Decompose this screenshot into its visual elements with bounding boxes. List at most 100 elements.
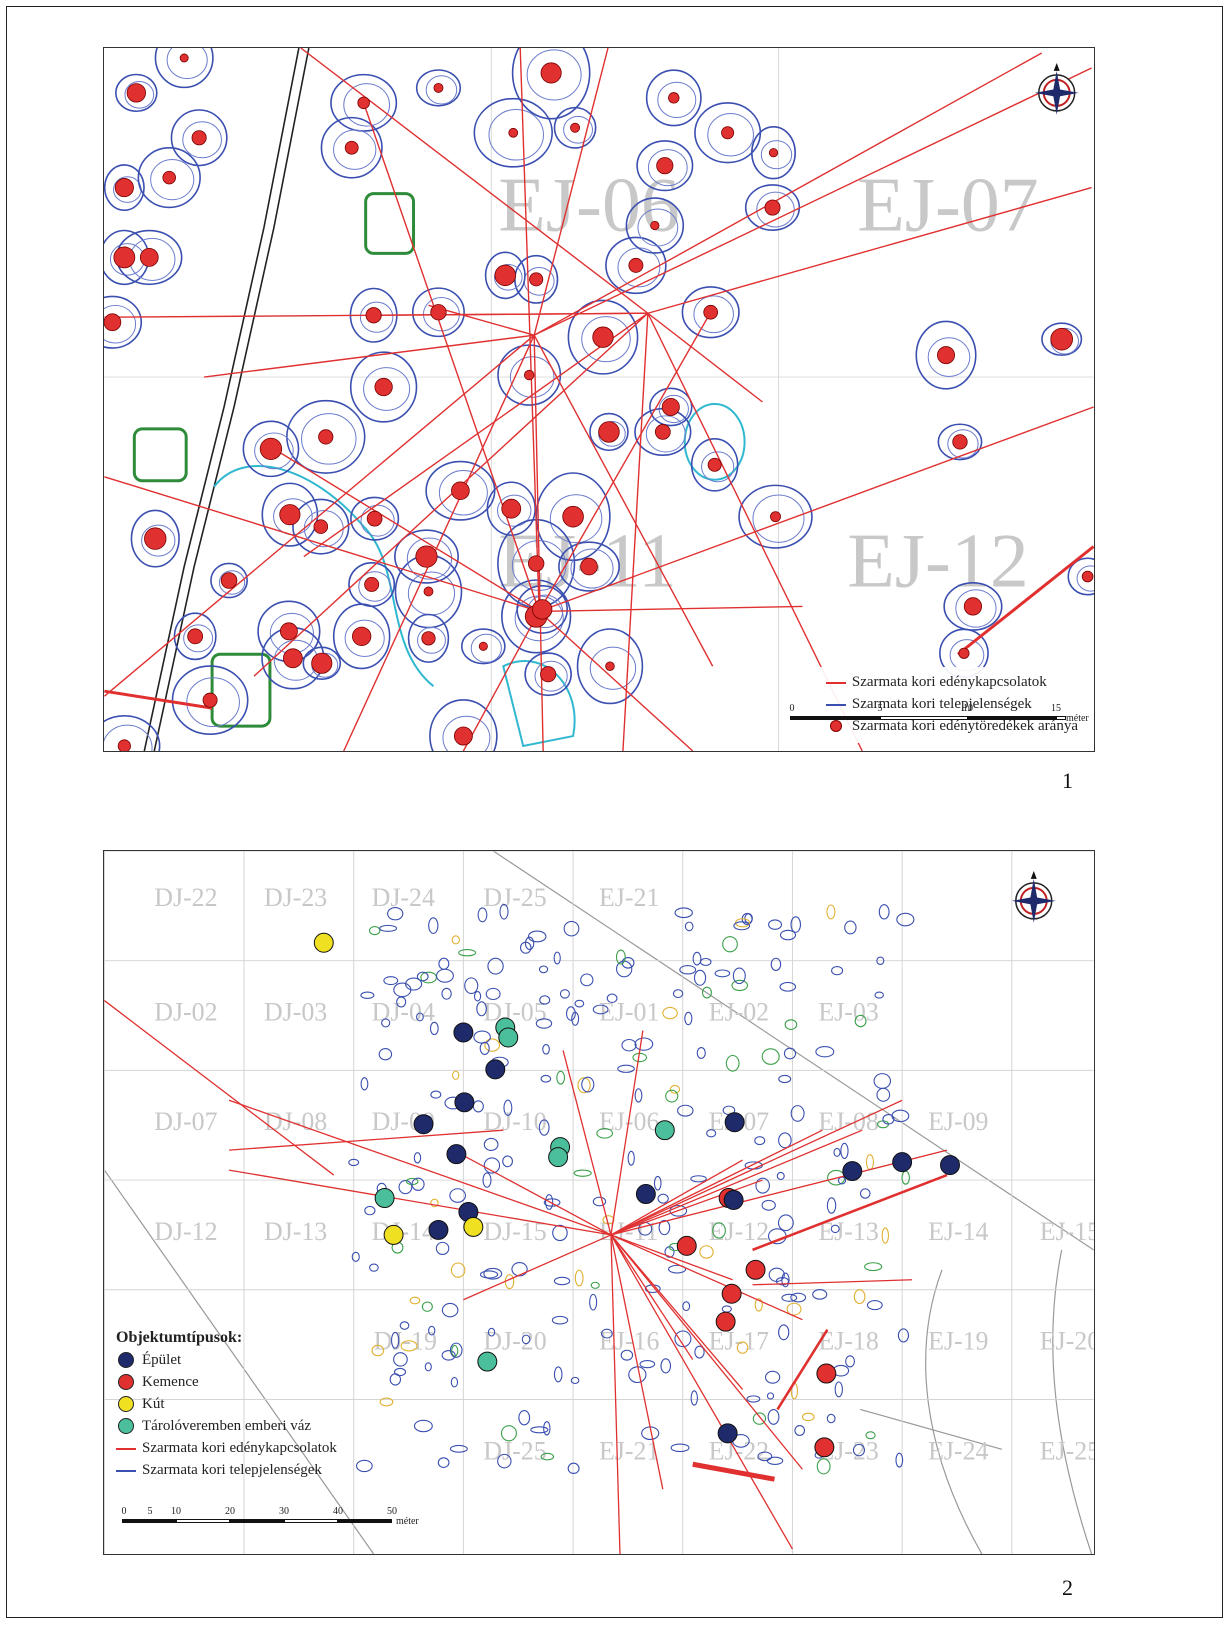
legend-row-settlement-features: Szarmata kori telepjelenségek	[825, 693, 1078, 715]
navy-circle-icon	[116, 1352, 136, 1368]
yellow-circle-icon	[116, 1396, 136, 1412]
grid-label: DJ-25	[483, 1436, 546, 1465]
object-marker	[477, 1351, 498, 1372]
grid-lines	[104, 851, 1094, 1554]
object-marker	[892, 1152, 913, 1173]
red-circle-icon	[116, 1374, 136, 1390]
overview-map-panel[interactable]: DJ-22 DJ-23 DJ-24 DJ-25 EJ-21 DJ-02 DJ-03 DJ-04…	[103, 850, 1095, 1555]
scale-tick-label: 5	[877, 703, 883, 714]
object-marker	[715, 1311, 736, 1332]
object-marker	[498, 1027, 519, 1048]
grid-label-ej-06: EJ-06	[498, 161, 679, 247]
legend-row-kiln: Kemence	[116, 1371, 337, 1393]
grid-label: DJ-14	[372, 1217, 435, 1246]
compass-rose-icon	[1034, 62, 1079, 115]
legend-row-vessel-links: Szarmata kori edénykapcsolatok	[116, 1437, 337, 1459]
object-marker	[413, 1114, 434, 1135]
grid-label: EJ-21	[599, 883, 659, 912]
feature-outlines	[348, 903, 915, 1475]
grid-label: DJ-07	[154, 1107, 217, 1136]
grid-label: EJ-03	[818, 998, 878, 1027]
detail-map-canvas: EJ-06 EJ-07 EJ-11 EJ-12	[104, 48, 1094, 751]
scale-tick-label: 10	[963, 703, 973, 714]
blue-line-icon	[825, 697, 846, 711]
grid-label: EJ-24	[928, 1436, 988, 1465]
object-marker	[842, 1161, 863, 1182]
object-marker	[717, 1423, 738, 1444]
object-marker	[454, 1092, 475, 1113]
scale-tick-label: 10	[171, 1506, 181, 1517]
grid-label-ej-07: EJ-07	[857, 161, 1038, 247]
object-marker	[453, 1022, 474, 1043]
detail-map-panel[interactable]: EJ-06 EJ-07 EJ-11 EJ-12	[103, 47, 1095, 752]
red-dot-icon	[826, 719, 846, 733]
object-marker	[816, 1363, 837, 1384]
scale-bar: 0 5 10 15 méter	[790, 703, 1090, 729]
legend-row-settlement-features: Szarmata kori telepjelenségek	[116, 1459, 337, 1481]
grid-label: EJ-14	[928, 1217, 988, 1246]
grid-label: EJ-15	[1040, 1217, 1094, 1246]
grid-label: DJ-22	[154, 883, 217, 912]
grid-lines	[104, 48, 1094, 751]
vessel-link-lines	[104, 48, 1094, 751]
scale-bar: 0 5 10 20 30 40 50 méter	[122, 1506, 452, 1532]
scale-unit: méter	[1066, 713, 1089, 724]
feature-outlines	[104, 48, 1094, 751]
page-frame	[6, 6, 1223, 1618]
red-line-icon	[825, 675, 846, 689]
legend-row-well: Kút	[116, 1393, 337, 1415]
grid-label: EJ-18	[818, 1327, 878, 1356]
object-marker	[313, 932, 334, 953]
overview-map-legend: Objektumtípusok: Épület Kemence Kút Táro…	[116, 1327, 337, 1481]
object-marker	[745, 1259, 766, 1280]
scale-tick-label: 40	[333, 1506, 343, 1517]
grid-label: DJ-20	[483, 1327, 546, 1356]
blue-line-icon	[116, 1463, 136, 1477]
object-marker	[721, 1283, 742, 1304]
legend-row-sherd-ratio: Szarmata kori edénytöredékek aránya	[826, 715, 1078, 737]
grid-label: EJ-08	[818, 1107, 878, 1136]
vessel-link-lines	[104, 1000, 948, 1554]
grid-label: DJ-13	[264, 1217, 327, 1246]
sherd-ratio-dots	[104, 53, 1094, 751]
grid-label: DJ-23	[264, 883, 327, 912]
red-line-icon	[116, 1441, 136, 1455]
object-marker	[635, 1184, 656, 1204]
grid-label: DJ-15	[483, 1217, 546, 1246]
scale-tick-label: 20	[225, 1506, 235, 1517]
excavation-boundary	[104, 851, 1094, 1554]
grid-label: DJ-12	[154, 1217, 217, 1246]
scale-tick-label: 5	[147, 1506, 153, 1517]
scale-tick-label: 0	[789, 703, 795, 714]
grid-label: EJ-17	[709, 1327, 769, 1356]
grid-label: EJ-09	[928, 1107, 988, 1136]
grid-label: EJ-02	[709, 998, 769, 1027]
scale-tick-label: 30	[279, 1506, 289, 1517]
object-marker	[676, 1235, 697, 1256]
scale-tick-label: 50	[387, 1506, 397, 1517]
object-marker	[374, 1188, 395, 1208]
grid-label: DJ-10	[483, 1107, 546, 1136]
scale-tick-label: 15	[1051, 703, 1061, 714]
grid-label: EJ-19	[928, 1327, 988, 1356]
object-marker	[463, 1216, 484, 1237]
grid-label-ej-12: EJ-12	[847, 517, 1028, 603]
grid-label: EJ-21	[599, 1436, 659, 1465]
green-features	[132, 192, 416, 728]
grid-label: EJ-20	[1040, 1327, 1094, 1356]
object-marker	[485, 1059, 506, 1080]
object-marker	[814, 1437, 835, 1458]
grid-label: EJ-12	[709, 1217, 769, 1246]
object-marker	[446, 1144, 467, 1165]
panel-number: 2	[1062, 1575, 1073, 1600]
legend-title: Objektumtípusok:	[116, 1329, 243, 1346]
detail-map-legend: Szarmata kori edénykapcsolatok Szarmata …	[817, 667, 1086, 743]
object-marker	[654, 1120, 675, 1141]
scale-unit: méter	[396, 1516, 419, 1527]
grid-label: DJ-03	[264, 998, 327, 1027]
scale-tick-label: 0	[121, 1506, 127, 1517]
grid-label: EJ-01	[599, 998, 659, 1027]
road-lines	[143, 48, 310, 751]
legend-row-building: Épület	[116, 1349, 337, 1371]
